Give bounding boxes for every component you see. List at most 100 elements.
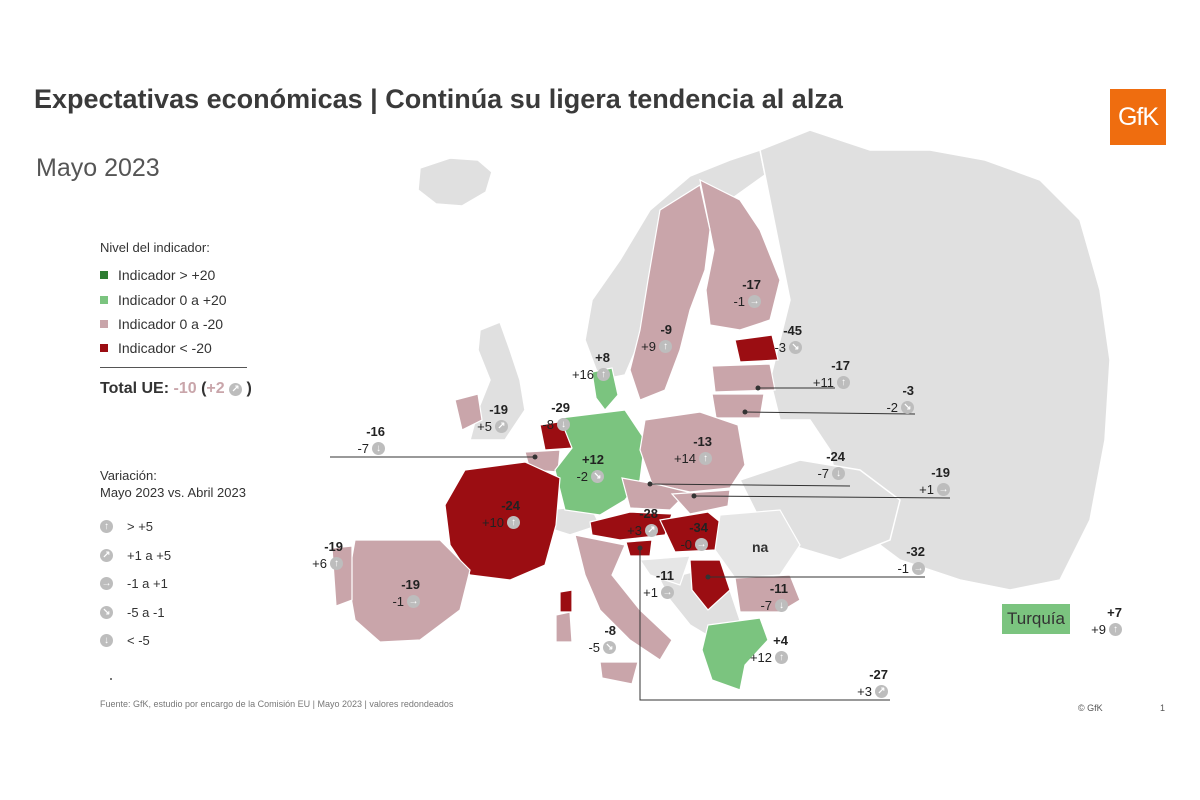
france-shape: [444, 461, 561, 581]
country-label-denmark: +8 +16 ↑: [571, 350, 610, 382]
down-arrow-icon: ↓: [100, 634, 113, 647]
country-label-greece: +4 +12 ↑: [749, 633, 788, 665]
right-arrow-icon: →: [695, 538, 708, 551]
sicily-shape: [599, 661, 639, 685]
page-subtitle: Mayo 2023: [36, 154, 160, 182]
country-label-estonia: -45 -3 ↘: [774, 323, 802, 355]
right-arrow-icon: →: [748, 295, 761, 308]
country-label-portugal: -19 +6 ↑: [312, 539, 343, 571]
eu-total: Total UE: -10 (+2 ↗ ): [100, 380, 252, 397]
lithuania-shape: [711, 393, 765, 419]
right-arrow-icon: →: [661, 586, 674, 599]
down-right-arrow-icon: ↘: [100, 606, 113, 619]
greece-shape: [701, 617, 769, 691]
country-label-italy: -8 -5 ↘: [588, 623, 616, 655]
country-label-belgium: -16 -7 ↓: [357, 424, 385, 456]
down-right-arrow-icon: ↘: [901, 401, 914, 414]
leader-line-czechia: [649, 483, 851, 487]
country-label-germany: +12 -2 ↘: [576, 452, 604, 484]
country-label-austria: -28 +3 ↗: [627, 506, 658, 538]
serbia-shape: [689, 559, 731, 611]
down-right-arrow-icon: ↘: [603, 641, 616, 654]
up-right-arrow-icon: ↗: [875, 685, 888, 698]
up-right-arrow-icon: ↗: [645, 524, 658, 537]
page-title: Expectativas económicas | Continúa su li…: [34, 84, 843, 114]
source-note: Fuente: GfK, estudio por encargo de la C…: [100, 699, 454, 709]
country-label-finland: -17 -1 →: [733, 277, 761, 309]
finland-shape: [699, 178, 781, 331]
up-right-arrow-icon: ↗: [495, 420, 508, 433]
country-label-spain: -19 -1 →: [392, 577, 420, 609]
gfk-logo: GfK: [1110, 89, 1166, 145]
up-right-arrow-icon: ↗: [100, 549, 113, 562]
up-arrow-icon: ↑: [330, 557, 343, 570]
na-label: na: [752, 539, 769, 555]
country-label-sweden: -9 +9 ↑: [641, 322, 672, 354]
leader-line-lithuania: [744, 411, 916, 415]
right-arrow-icon: →: [912, 562, 925, 575]
legend-swatch: [100, 344, 108, 352]
country-label-netherlands: -29 -8 ↓: [542, 400, 570, 432]
legend-divider: [100, 367, 247, 368]
down-right-arrow-icon: ↘: [789, 341, 802, 354]
up-arrow-icon: ↑: [699, 452, 712, 465]
country-label-ireland: -19 +5 ↗: [477, 402, 508, 434]
country-label-slovakia: -19 +1 →: [919, 465, 950, 497]
croatia-shape: [638, 555, 691, 586]
legend-item: Indicador < -20: [100, 340, 212, 356]
right-arrow-icon: →: [407, 595, 420, 608]
uk-gb-shape: [469, 321, 526, 441]
leader-line-slovenia: [639, 548, 890, 701]
sweden-shape: [629, 184, 711, 401]
variation-item: ↘ -5 a -1: [100, 605, 165, 620]
estonia-shape: [734, 334, 779, 363]
up-right-arrow-icon: ↗: [229, 383, 243, 396]
up-arrow-icon: ↑: [1109, 623, 1122, 636]
leader-line-slovakia: [693, 495, 951, 499]
country-label-slovenia: -27 +3 ↗: [857, 667, 888, 699]
legend-swatch: [100, 320, 108, 328]
country-label-poland: -13 +14 ↑: [673, 434, 712, 466]
iceland-shape: [417, 157, 493, 207]
country-label-lithuania: -3 -2 ↘: [886, 383, 914, 415]
legend-item: Indicador 0 a +20: [100, 292, 227, 308]
corsica-shape: [559, 589, 573, 613]
legend-swatch: [100, 271, 108, 279]
down-arrow-icon: ↓: [557, 418, 570, 431]
latvia-shape: [711, 363, 776, 393]
up-arrow-icon: ↑: [507, 516, 520, 529]
decorative-dot: [110, 678, 112, 680]
down-arrow-icon: ↓: [775, 599, 788, 612]
up-arrow-icon: ↑: [659, 340, 672, 353]
copyright: © GfK: [1078, 703, 1103, 713]
legend-item: Indicador 0 a -20: [100, 316, 223, 332]
country-label-bulgaria: -11 -7 ↓: [760, 581, 788, 613]
germany-shape: [554, 409, 646, 516]
variation-item: ↗ +1 a +5: [100, 548, 171, 563]
country-label-turkey: +7 +9 ↑: [1091, 605, 1122, 637]
right-arrow-icon: →: [100, 577, 113, 590]
sardinia-shape: [555, 611, 573, 643]
legend-title: Nivel del indicador:: [100, 240, 210, 255]
country-label-france: -24 +10 ↑: [481, 498, 520, 530]
country-label-croatia: -11 +1 →: [643, 568, 674, 600]
slovakia-shape: [670, 489, 731, 515]
country-label-latvia: -17 +11 ↑: [812, 358, 850, 390]
up-arrow-icon: ↑: [775, 651, 788, 664]
variation-title: Variación: Mayo 2023 vs. Abril 2023: [100, 468, 246, 500]
country-label-hungary: -34 -0 →: [680, 520, 708, 552]
variation-item: ↓ < -5: [100, 633, 150, 648]
legend-item: Indicador > +20: [100, 267, 215, 283]
variation-item: ↑ > +5: [100, 519, 153, 534]
legend-swatch: [100, 296, 108, 304]
poland-shape: [639, 411, 746, 493]
italy-shape: [574, 534, 673, 661]
turkey-label: Turquía: [1002, 604, 1070, 634]
ireland-shape: [454, 393, 483, 431]
up-arrow-icon: ↑: [100, 520, 113, 533]
variation-item: → -1 a +1: [100, 576, 168, 591]
up-arrow-icon: ↑: [837, 376, 850, 389]
right-arrow-icon: →: [937, 483, 950, 496]
down-arrow-icon: ↓: [372, 442, 385, 455]
